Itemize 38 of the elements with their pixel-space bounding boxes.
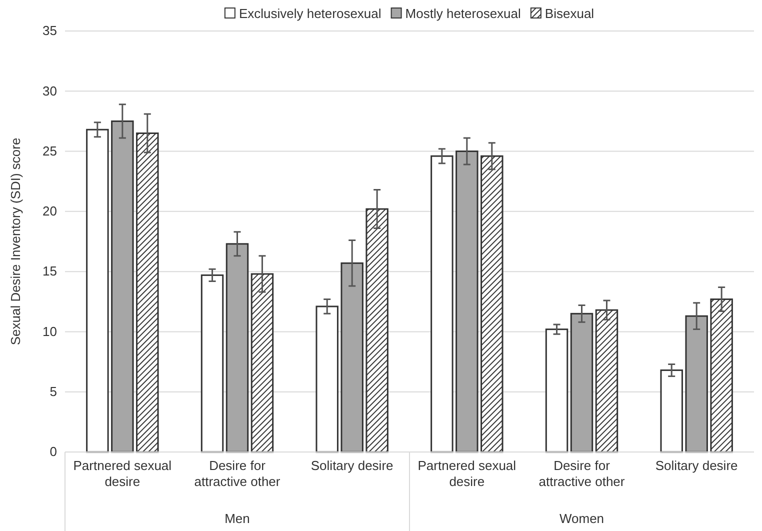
bar bbox=[366, 208, 388, 453]
y-tick-label: 35 bbox=[42, 23, 57, 38]
bar bbox=[570, 312, 594, 453]
y-tick-label: 10 bbox=[42, 324, 57, 339]
bar bbox=[595, 309, 618, 453]
bar bbox=[340, 262, 364, 453]
bar bbox=[430, 155, 454, 453]
bar bbox=[545, 328, 568, 453]
x-tick-label: Solitary desire bbox=[655, 458, 738, 473]
x-tick-label: Desire for attractive other bbox=[538, 458, 626, 489]
bar bbox=[250, 273, 274, 453]
y-axis-title: Sexual Desire Inventory (SDI) score bbox=[8, 138, 23, 346]
x-tick-label: Solitary desire bbox=[310, 458, 394, 473]
y-tick-label: 25 bbox=[42, 143, 57, 158]
x-tick-label: Partnered sexual desire bbox=[418, 458, 516, 489]
y-tick-label: 20 bbox=[42, 204, 57, 219]
x-tick-label: Desire for attractive other bbox=[194, 458, 281, 489]
bar bbox=[226, 243, 249, 453]
y-tick-label: 15 bbox=[42, 264, 57, 279]
y-tick-label: 30 bbox=[42, 83, 57, 98]
y-tick-label: 5 bbox=[50, 384, 57, 400]
bar bbox=[136, 132, 159, 453]
x-tick-label: Partnered sexual desire bbox=[73, 458, 172, 489]
text: Women bbox=[559, 511, 604, 526]
legend-label: Mostly heterosexual bbox=[405, 6, 522, 21]
bar bbox=[456, 150, 478, 453]
bar bbox=[660, 369, 683, 453]
y-tick-label: 0 bbox=[50, 444, 57, 460]
bar bbox=[710, 298, 733, 453]
legend-label: Exclusively heterosexual bbox=[238, 6, 382, 21]
bar bbox=[200, 274, 224, 453]
bar bbox=[111, 120, 134, 453]
legend-label: Bisexual bbox=[544, 6, 594, 21]
bar bbox=[316, 306, 338, 453]
bar bbox=[480, 155, 504, 453]
bar bbox=[86, 128, 109, 453]
bar bbox=[685, 315, 708, 453]
text: Men bbox=[224, 511, 250, 526]
